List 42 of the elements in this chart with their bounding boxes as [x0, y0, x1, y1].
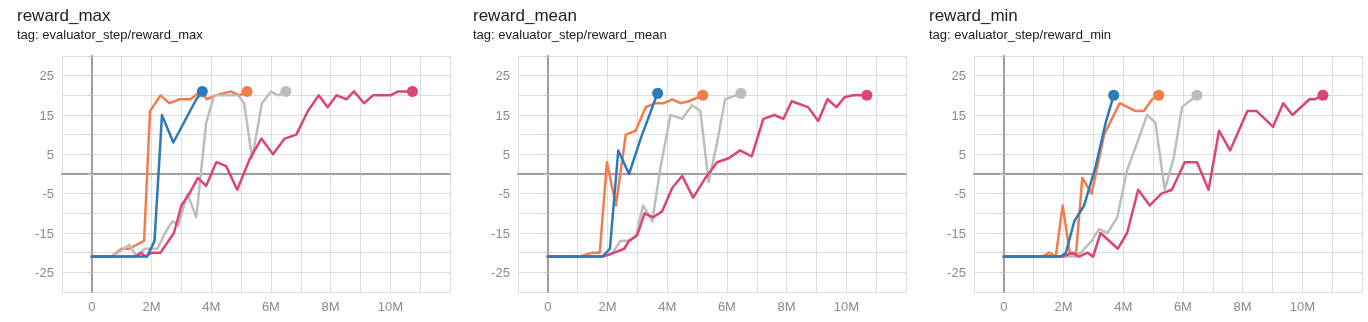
chart-subtitle: tag: evaluator_step/reward_max: [17, 27, 204, 42]
y-tick-label: 5: [46, 146, 54, 162]
x-tick-label: 10M: [377, 299, 403, 314]
x-tick-label: 0: [88, 299, 96, 314]
x-tick-label: 10M: [833, 299, 859, 314]
x-tick-label: 4M: [658, 299, 677, 314]
x-tick-label: 10M: [1289, 299, 1315, 314]
y-tick-label: 25: [39, 68, 54, 84]
y-tick-label: 5: [502, 146, 510, 162]
x-tick-label: 8M: [1233, 299, 1252, 314]
y-tick-label: 25: [495, 68, 510, 84]
chart-subtitle: tag: evaluator_step/reward_min: [929, 27, 1112, 42]
y-tick-label: -5: [42, 186, 54, 202]
x-tick-label: 6M: [717, 299, 736, 314]
y-tick-label: 25: [951, 68, 966, 84]
y-tick-label: -25: [947, 264, 966, 280]
chart-title: reward_min: [929, 6, 1018, 25]
y-tick-label: -15: [947, 225, 966, 241]
y-tick-label: -5: [954, 186, 966, 202]
y-tick-label: -25: [491, 264, 510, 280]
y-tick-label: 15: [495, 107, 510, 123]
x-tick-label: 6M: [261, 299, 280, 314]
x-tick-label: 2M: [598, 299, 617, 314]
y-tick-label: -25: [35, 264, 54, 280]
x-tick-label: 0: [1000, 299, 1008, 314]
y-tick-label: -15: [491, 225, 510, 241]
x-tick-label: 2M: [142, 299, 161, 314]
y-tick-label: 15: [951, 107, 966, 123]
x-tick-label: 4M: [1114, 299, 1133, 314]
y-tick-label: 5: [958, 146, 966, 162]
x-tick-label: 2M: [1054, 299, 1073, 314]
x-tick-label: 8M: [321, 299, 340, 314]
y-tick-label: -5: [498, 186, 510, 202]
y-tick-label: 15: [39, 107, 54, 123]
chart-title: reward_max: [17, 6, 112, 25]
x-tick-label: 6M: [1173, 299, 1192, 314]
chart-subtitle: tag: evaluator_step/reward_mean: [473, 27, 667, 42]
chart-title: reward_mean: [473, 6, 577, 25]
x-tick-label: 8M: [777, 299, 796, 314]
y-tick-label: -15: [35, 225, 54, 241]
x-tick-label: 0: [544, 299, 552, 314]
x-tick-label: 4M: [202, 299, 221, 314]
